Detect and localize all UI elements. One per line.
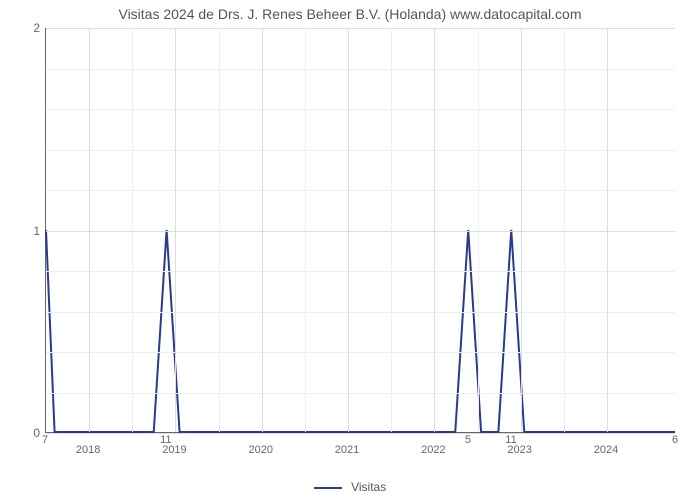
x-value-label: 11 <box>160 434 171 446</box>
grid-major-v <box>89 28 90 432</box>
x-tick-label: 2018 <box>76 444 100 456</box>
grid-minor-h <box>46 393 675 394</box>
grid-major-v <box>175 28 176 432</box>
grid-minor-v <box>478 28 479 432</box>
grid-minor-h <box>46 312 675 313</box>
x-value-label: 6 <box>672 434 678 446</box>
grid-major-h <box>46 231 675 232</box>
grid-minor-h <box>46 109 675 110</box>
legend-swatch <box>314 487 342 489</box>
grid-minor-h <box>46 150 675 151</box>
grid-major-v <box>348 28 349 432</box>
grid-major-v <box>434 28 435 432</box>
grid-major-v <box>521 28 522 432</box>
y-tick-label: 2 <box>10 21 40 35</box>
grid-minor-v <box>132 28 133 432</box>
grid-minor-h <box>46 190 675 191</box>
plot-area <box>45 28 675 433</box>
grid-major-h <box>46 433 675 434</box>
x-value-label: 7 <box>42 434 48 446</box>
grid-minor-v <box>219 28 220 432</box>
x-tick-label: 2020 <box>249 444 273 456</box>
x-tick-label: 2024 <box>594 444 618 456</box>
x-tick-label: 2022 <box>421 444 445 456</box>
grid-minor-v <box>564 28 565 432</box>
grid-major-h <box>46 28 675 29</box>
grid-minor-h <box>46 271 675 272</box>
grid-minor-h <box>46 69 675 70</box>
x-tick-label: 2021 <box>335 444 359 456</box>
legend-label: Visitas <box>351 480 386 494</box>
y-tick-label: 0 <box>10 426 40 440</box>
x-value-label: 11 <box>505 434 516 446</box>
grid-minor-v <box>391 28 392 432</box>
grid-minor-v <box>305 28 306 432</box>
chart-title: Visitas 2024 de Drs. J. Renes Beheer B.V… <box>0 6 700 22</box>
chart-container: Visitas 2024 de Drs. J. Renes Beheer B.V… <box>0 0 700 500</box>
grid-minor-h <box>46 352 675 353</box>
grid-major-v <box>262 28 263 432</box>
y-tick-label: 1 <box>10 224 40 238</box>
grid-major-v <box>607 28 608 432</box>
x-value-label: 5 <box>465 434 471 446</box>
legend: Visitas <box>0 480 700 494</box>
